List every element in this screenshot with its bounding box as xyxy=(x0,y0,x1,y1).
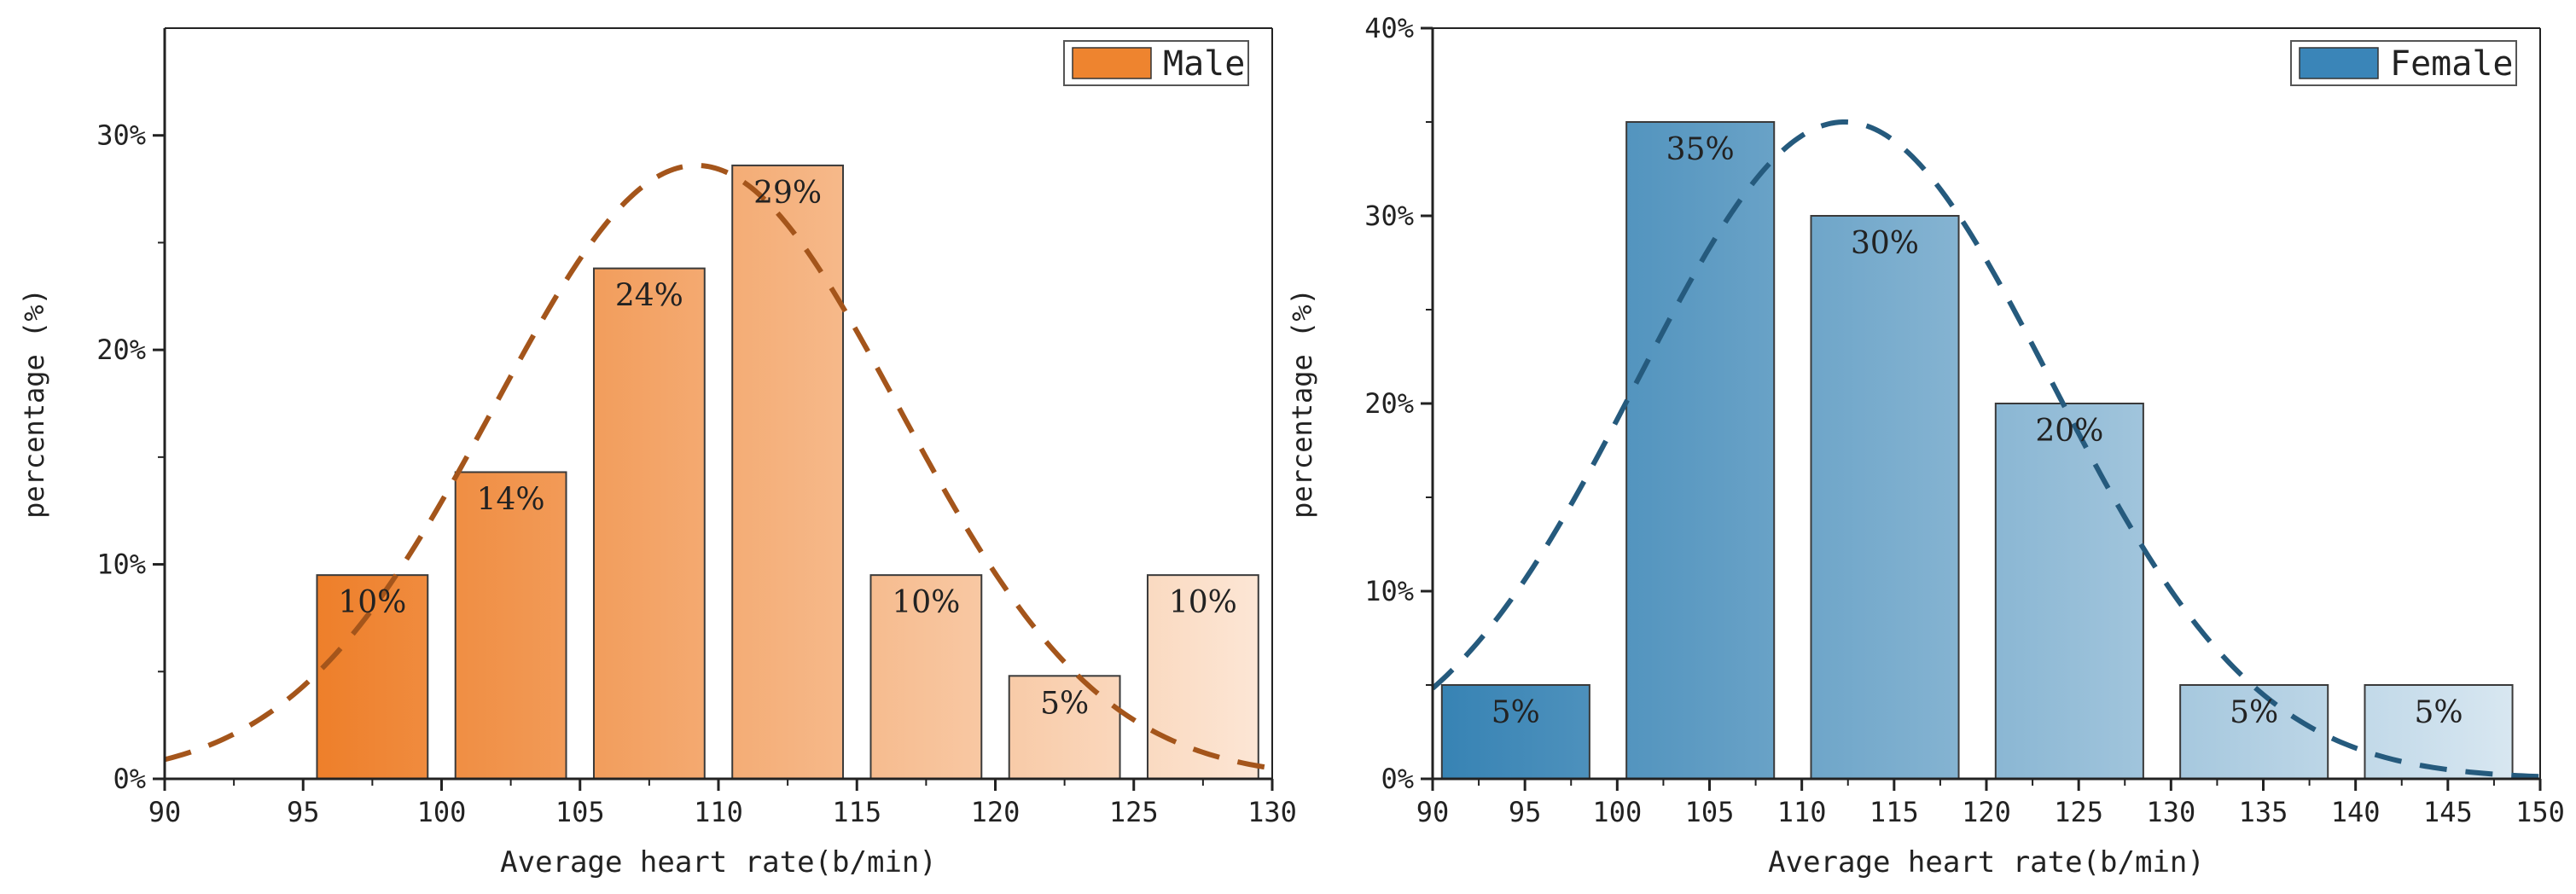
female-y-tick-label: 40% xyxy=(1364,12,1414,44)
male-y-tick-label: 10% xyxy=(96,549,146,581)
female-x-tick-label: 100 xyxy=(1592,796,1642,828)
male-x-tick-label: 90 xyxy=(148,796,182,828)
female-bar-value-label: 30% xyxy=(1851,226,1919,261)
female-chart: 5% 35% 30% 20% 5% 5% 90 95 100 105 110 115 120 125 13… xyxy=(1286,12,2565,879)
female-y-axis-label: percentage (%) xyxy=(1286,288,1318,519)
male-bar xyxy=(454,471,567,780)
male-bar xyxy=(316,574,429,781)
male-bar-value-label: 14% xyxy=(477,482,545,517)
male-fit-curve-group xyxy=(164,162,1273,771)
female-bar-value-label: 5% xyxy=(2414,695,2463,730)
female-x-tick-label: 145 xyxy=(2423,796,2473,828)
female-bar xyxy=(1625,121,1776,780)
female-x-tick-label: 105 xyxy=(1685,796,1735,828)
female-ticks: 90 95 100 105 110 115 120 125 130 135 140 145 150 0% 1… xyxy=(1364,12,2565,828)
female-bar xyxy=(1440,684,1590,780)
male-y-tick-label: 0% xyxy=(113,763,146,795)
male-y-tick-label: 20% xyxy=(96,334,146,366)
female-x-tick-label: 110 xyxy=(1777,796,1827,828)
male-bar-value-label: 10% xyxy=(892,585,960,620)
female-y-tick-label: 20% xyxy=(1364,387,1414,420)
male-bar xyxy=(592,267,706,781)
male-bar-value-label: 10% xyxy=(1169,585,1237,620)
female-legend: Female xyxy=(2290,40,2517,86)
female-x-tick-label: 90 xyxy=(1416,796,1450,828)
male-bars xyxy=(316,164,1259,781)
female-bar-value-label: 20% xyxy=(2035,414,2103,449)
female-fit-curve xyxy=(1431,119,2541,780)
female-axes xyxy=(1431,27,2541,781)
male-y-tick-label: 30% xyxy=(96,119,146,152)
male-legend-swatch xyxy=(1072,47,1152,79)
male-bar-value-label: 10% xyxy=(338,585,406,620)
female-x-axis-label: Average heart rate(b/min) xyxy=(1768,845,2205,879)
female-bar-value-label: 5% xyxy=(2230,695,2278,730)
male-bar-value-label: 29% xyxy=(753,176,822,211)
female-bar-value-label: 35% xyxy=(1666,132,1735,167)
female-bar xyxy=(2364,684,2514,780)
male-ticks: 90 95 100 105 110 115 120 125 130 0% 10% 20% 30% xyxy=(96,119,1297,828)
male-fit-curve xyxy=(164,162,1273,771)
male-x-tick-label: 120 xyxy=(971,796,1021,828)
female-y-tick-label: 30% xyxy=(1364,200,1414,232)
female-bar xyxy=(1810,215,1960,780)
female-x-tick-label: 120 xyxy=(1962,796,2011,828)
male-x-tick-label: 105 xyxy=(555,796,605,828)
male-legend-label: Male xyxy=(1163,44,1245,84)
female-x-tick-label: 115 xyxy=(1869,796,1919,828)
female-y-tick-label: 0% xyxy=(1381,763,1414,795)
female-legend-label: Female xyxy=(2390,44,2514,84)
female-x-tick-label: 135 xyxy=(2239,796,2288,828)
female-x-tick-label: 130 xyxy=(2146,796,2195,828)
male-bar-value-label: 5% xyxy=(1040,686,1089,721)
male-x-axis-label: Average heart rate(b/min) xyxy=(500,845,937,879)
female-y-tick-label: 10% xyxy=(1364,575,1414,607)
female-bars xyxy=(1440,121,2514,780)
female-x-tick-label: 140 xyxy=(2331,796,2381,828)
male-bar-value-label: 24% xyxy=(615,279,683,314)
male-bar-labels: 10% 14% 24% 29% 10% 5% 10% xyxy=(338,176,1237,721)
female-legend-swatch xyxy=(2299,47,2379,79)
female-fit-curve-group xyxy=(1431,119,2541,780)
female-bar-labels: 5% 35% 30% 20% 5% 5% xyxy=(1492,132,2463,730)
female-bar xyxy=(1994,403,2144,780)
female-bar-value-label: 5% xyxy=(1492,695,1540,730)
male-x-tick-label: 95 xyxy=(287,796,320,828)
female-x-tick-label: 95 xyxy=(1509,796,1542,828)
male-x-tick-label: 115 xyxy=(832,796,881,828)
male-x-tick-label: 110 xyxy=(694,796,743,828)
male-x-tick-label: 100 xyxy=(417,796,467,828)
male-chart: 10% 14% 24% 29% 10% 5% 10% 90 95 100 105 110 115 120… xyxy=(18,27,1297,879)
male-bar xyxy=(731,164,845,780)
male-y-axis-label: percentage (%) xyxy=(18,288,50,519)
female-x-tick-label: 125 xyxy=(2054,796,2103,828)
male-legend: Male xyxy=(1063,40,1249,86)
male-x-tick-label: 125 xyxy=(1109,796,1159,828)
male-bar xyxy=(1008,675,1121,780)
male-bar xyxy=(869,574,983,781)
female-x-tick-label: 150 xyxy=(2515,796,2565,828)
female-bar xyxy=(2179,684,2329,780)
male-x-tick-label: 130 xyxy=(1247,796,1297,828)
